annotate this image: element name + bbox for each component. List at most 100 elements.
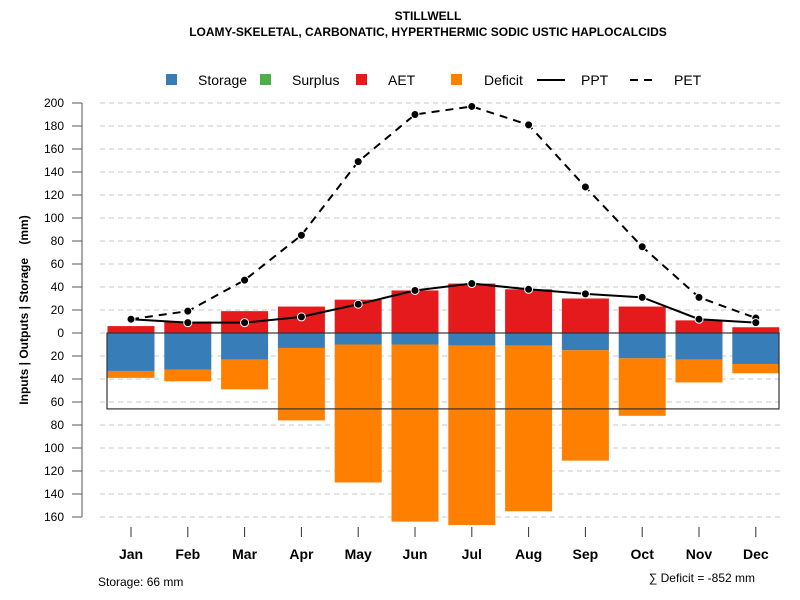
y-axis: 2001801601401201008060402002040608010012… (44, 96, 83, 524)
gridlines (100, 102, 783, 518)
y-tick-label: 120 (44, 464, 64, 478)
point-pet-aug (524, 120, 534, 130)
point-ppt-may (353, 299, 363, 309)
bar-storage-dec (732, 333, 780, 365)
y-tick-label: 0 (57, 326, 64, 340)
bar-deficit-feb (164, 369, 212, 382)
y-tick-label: 60 (51, 257, 65, 271)
y-tick-label: 140 (44, 165, 64, 179)
y-tick-label: 20 (51, 303, 65, 317)
x-tick-label-dec: Dec (743, 546, 769, 562)
legend: Storage Surplus AET Deficit PPT PET (166, 72, 702, 88)
point-pet-sep (580, 182, 590, 192)
y-tick-label: 60 (51, 395, 65, 409)
x-axis: Jan Feb Mar Apr May Jun Jul Aug Sep Oct Nov Dec (119, 527, 769, 562)
legend-swatch (451, 74, 462, 85)
point-pet-oct (637, 242, 647, 252)
point-ppt-jul (467, 279, 477, 289)
y-tick-label: 200 (44, 96, 64, 110)
x-tick-label-feb: Feb (175, 546, 200, 562)
bar-deficit-aug (505, 345, 553, 512)
point-pet-jul (467, 101, 477, 111)
point-ppt-oct (637, 292, 647, 302)
y-axis-label: Inputs | Outputs | Storage (mm) (17, 215, 31, 404)
bar-storage-aug (505, 333, 553, 346)
legend-swatch (260, 74, 271, 85)
legend-label: AET (388, 72, 416, 88)
chart-subtitle: LOAMY-SKELETAL, CARBONATIC, HYPERTHERMIC… (189, 25, 667, 39)
bar-aet-feb (164, 321, 212, 333)
legend-swatch (356, 74, 367, 85)
bar-aet-oct (618, 306, 666, 333)
bar-storage-oct (618, 333, 666, 359)
bar-aet-aug (505, 289, 553, 333)
bar-deficit-jan (107, 370, 155, 378)
y-tick-label: 40 (51, 280, 65, 294)
point-ppt-dec (751, 318, 761, 328)
bar-deficit-apr (277, 347, 325, 421)
y-tick-label: 160 (44, 510, 64, 524)
y-tick-label: 100 (44, 211, 64, 225)
bar-storage-nov (675, 333, 723, 360)
legend-swatch (166, 74, 177, 85)
bar-aet-nov (675, 320, 723, 333)
deficit-sum-note: ∑ Deficit = -852 mm (649, 571, 755, 585)
bar-deficit-mar (221, 359, 269, 390)
x-tick-label-mar: Mar (232, 546, 257, 562)
x-tick-label-sep: Sep (573, 546, 599, 562)
bar-storage-jun (391, 333, 439, 345)
legend-label: Storage (198, 72, 247, 88)
bar-aet-sep (561, 298, 609, 333)
legend-label: Deficit (484, 72, 523, 88)
line-ppt (130, 282, 756, 324)
point-pet-feb (183, 306, 193, 316)
legend-label: PET (674, 72, 702, 88)
legend-label: Surplus (292, 72, 339, 88)
point-ppt-mar (240, 318, 250, 328)
bar-aet-dec (732, 327, 780, 333)
x-tick-label-may: May (345, 546, 372, 562)
y-tick-label: 160 (44, 142, 64, 156)
point-ppt-feb (183, 318, 193, 328)
storage-capacity-box (106, 332, 780, 410)
legend-item-deficit: Deficit (451, 72, 523, 88)
bars (107, 283, 780, 526)
y-tick-label: 80 (51, 234, 65, 248)
bar-storage-jul (448, 333, 496, 346)
x-tick-label-aug: Aug (515, 546, 542, 562)
point-pet-may (353, 157, 363, 167)
y-tick-label: 140 (44, 487, 64, 501)
bar-deficit-nov (675, 359, 723, 383)
legend-item-aet: AET (356, 72, 416, 88)
bar-deficit-may (334, 344, 382, 483)
chart-title: STILLWELL (395, 9, 462, 23)
legend-item-pet: PET (630, 72, 702, 88)
legend-item-storage: Storage (166, 72, 247, 88)
x-tick-label-apr: Apr (289, 546, 314, 562)
bar-storage-apr (277, 333, 325, 348)
point-ppt-sep (580, 289, 590, 299)
y-tick-label: 120 (44, 188, 64, 202)
point-pet-jun (410, 110, 420, 119)
point-ppt-aug (524, 284, 534, 294)
storage-note: Storage: 66 mm (98, 575, 183, 589)
y-tick-label: 80 (51, 418, 65, 432)
point-ppt-jun (410, 285, 420, 295)
x-tick-label-jun: Jun (403, 546, 428, 562)
legend-item-ppt: PPT (537, 72, 609, 88)
bar-storage-may (334, 333, 382, 345)
bar-deficit-dec (732, 364, 780, 374)
point-ppt-nov (694, 314, 704, 324)
bar-deficit-sep (561, 350, 609, 461)
bar-aet-jul (448, 283, 496, 333)
bar-deficit-oct (618, 358, 666, 416)
bar-aet-jun (391, 290, 439, 333)
x-tick-label-oct: Oct (631, 546, 655, 562)
y-tick-label: 100 (44, 441, 64, 455)
x-tick-label-jan: Jan (119, 546, 143, 562)
y-tick-label: 180 (44, 119, 64, 133)
y-tick-label: 20 (51, 349, 65, 363)
bar-aet-jan (107, 326, 155, 333)
point-pet-mar (240, 275, 250, 285)
